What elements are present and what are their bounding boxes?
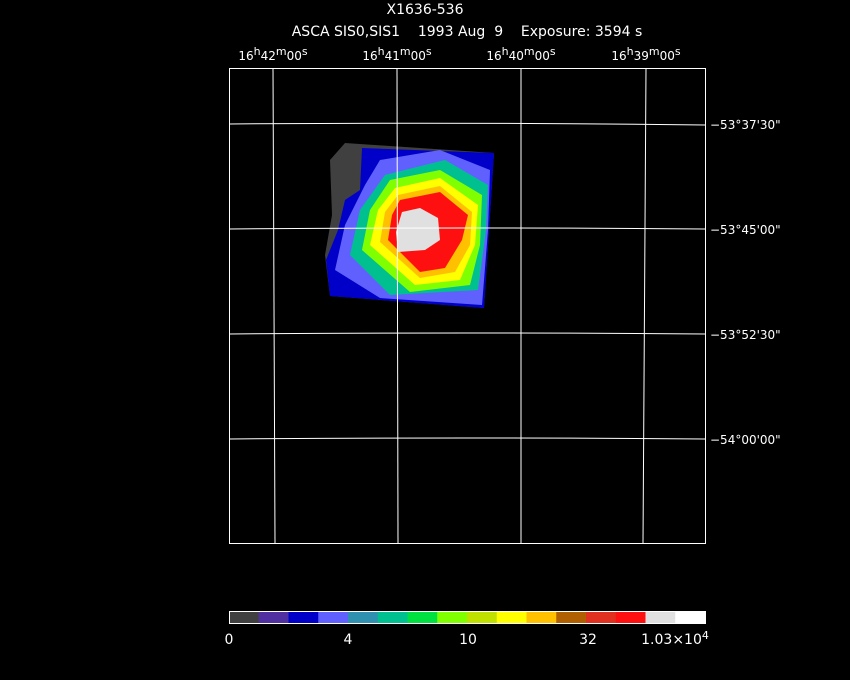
colorbar-frame — [229, 611, 706, 624]
colorbar-swatch — [437, 611, 468, 623]
label-part: 16 — [611, 49, 626, 63]
label-part: 4 — [344, 632, 353, 648]
ra-label: 16h41m00s — [362, 45, 432, 63]
plot-frame — [229, 68, 706, 544]
superscript: s — [302, 45, 308, 58]
label-part: 40 — [509, 49, 524, 63]
ra-grid-line — [272, 67, 276, 544]
superscript: 4 — [702, 629, 709, 642]
colorbar-swatch — [407, 611, 438, 623]
superscript: m — [276, 45, 287, 58]
colorbar-swatch — [526, 611, 557, 623]
colorbar-swatch — [645, 611, 676, 623]
colorbar-swatch — [586, 611, 617, 623]
level-9 — [396, 208, 440, 252]
ra-grid-line — [642, 67, 647, 544]
superscript: h — [627, 45, 634, 58]
colorbar-swatch — [229, 611, 260, 623]
colorbar-swatch — [467, 611, 498, 623]
colorbar-swatch — [615, 611, 646, 623]
dec-label: −53°52'30" — [710, 328, 781, 342]
superscript: h — [254, 45, 261, 58]
dec-grid-line — [228, 122, 706, 126]
label-part: 10 — [459, 632, 477, 648]
label-part: 00 — [535, 49, 550, 63]
dec-grid-line — [228, 332, 706, 335]
dec-label: −54°00'00" — [710, 433, 781, 447]
ra-label: 16h42m00s — [238, 45, 308, 63]
label-part: 42 — [261, 49, 276, 63]
label-part: 00 — [411, 49, 426, 63]
superscript: h — [502, 45, 509, 58]
title: X1636-536 — [387, 2, 464, 18]
ra-label: 16h39m00s — [611, 45, 681, 63]
colorbar-label: 1.03×104 — [641, 629, 709, 648]
label-part: 1.03×10 — [641, 632, 702, 648]
label-part: 32 — [579, 632, 597, 648]
dec-grid-line — [228, 227, 706, 230]
colorbar-label: 10 — [459, 632, 477, 648]
colorbar-swatch — [258, 611, 289, 623]
superscript: s — [426, 45, 432, 58]
colorbar-swatch — [348, 611, 379, 623]
label-part: 16 — [486, 49, 501, 63]
colorbar-swatch — [318, 611, 349, 623]
coordinate-grid — [228, 67, 706, 544]
colorbar-swatch — [377, 611, 408, 623]
colorbar-label: 0 — [225, 632, 234, 648]
dec-label: −53°45'00" — [710, 223, 781, 237]
superscript: h — [378, 45, 385, 58]
label-part: 00 — [287, 49, 302, 63]
label-part: 00 — [660, 49, 675, 63]
superscript: s — [675, 45, 681, 58]
subtitle: ASCA SIS0,SIS1 1993 Aug 9 Exposure: 3594… — [292, 24, 643, 40]
colorbar-label: 32 — [579, 632, 597, 648]
label-part: 39 — [634, 49, 649, 63]
label-part: 0 — [225, 632, 234, 648]
superscript: m — [649, 45, 660, 58]
colorbar-swatch — [496, 611, 527, 623]
ra-label: 16h40m00s — [486, 45, 556, 63]
superscript: s — [550, 45, 556, 58]
colorbar-swatch — [556, 611, 587, 623]
dec-label: −53°37'30" — [710, 118, 781, 132]
superscript: m — [400, 45, 411, 58]
dec-grid-line — [228, 437, 706, 440]
colorbar-swatch — [675, 611, 706, 623]
source-image — [325, 143, 494, 308]
superscript: m — [524, 45, 535, 58]
colorbar-label: 4 — [344, 632, 353, 648]
ra-grid-line — [396, 67, 399, 544]
colorbar-swatch — [288, 611, 319, 623]
label-part: 16 — [238, 49, 253, 63]
label-part: 41 — [385, 49, 400, 63]
label-part: 16 — [362, 49, 377, 63]
